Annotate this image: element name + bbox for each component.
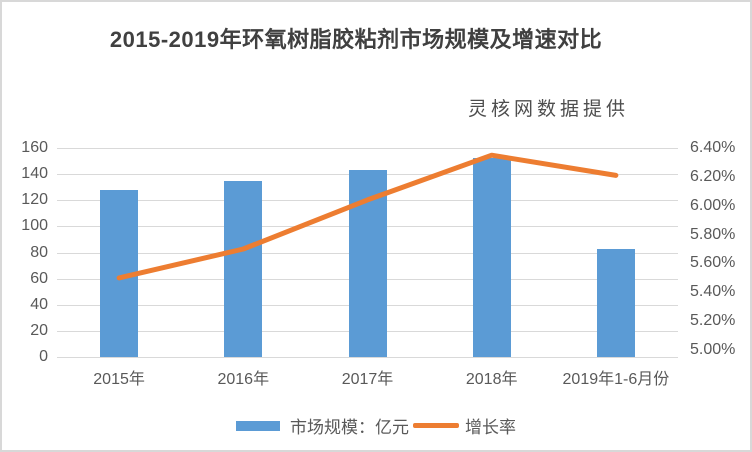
- legend-line-swatch: [413, 423, 459, 428]
- right-axis-tick: 6.40%: [690, 139, 736, 156]
- legend-bar-label: 市场规模：亿元: [290, 418, 409, 437]
- gridline: [57, 148, 678, 149]
- y-axis-tick: 160: [21, 139, 48, 156]
- legend: 市场规模：亿元 增长率: [2, 413, 750, 438]
- bar-2016年: [224, 180, 263, 357]
- x-axis-label: 2018年: [465, 371, 518, 388]
- bar-2018年: [472, 158, 511, 357]
- x-axis-label: 2016年: [217, 371, 270, 388]
- y-axis-tick: 140: [21, 165, 48, 183]
- right-axis-tick: 5.80%: [690, 225, 736, 243]
- y-axis-tick: 100: [21, 217, 48, 235]
- right-axis-tick: 6.20%: [690, 167, 736, 185]
- x-axis-label: 2019年1-6月份: [562, 371, 670, 388]
- right-axis-tick: 5.00%: [690, 341, 736, 358]
- right-axis-tick: 6.00%: [690, 196, 736, 214]
- y-axis-tick: 60: [30, 269, 48, 287]
- legend-line-label: 增长率: [465, 418, 516, 437]
- chart-title: 2015-2019年环氧树脂胶粘剂市场规模及增速对比: [109, 27, 603, 52]
- plot-area: [57, 148, 678, 358]
- bar-2019年1-6月份: [596, 248, 635, 357]
- y-axis-tick: 0: [39, 348, 48, 365]
- right-axis-tick: 5.20%: [690, 312, 736, 330]
- source-note: 灵核网数据提供: [468, 99, 630, 120]
- y-axis-tick: 120: [21, 191, 48, 209]
- gridline: [57, 357, 678, 358]
- growth-rate-polyline: [116, 152, 619, 281]
- x-axis-label: 2017年: [341, 371, 394, 388]
- legend-bar-swatch: [236, 420, 280, 431]
- growth-line: [116, 152, 619, 281]
- y-axis-tick: 20: [30, 321, 48, 339]
- y-axis-tick: 80: [30, 243, 48, 261]
- x-axis-label: 2015年: [93, 371, 145, 388]
- right-axis-tick: 5.40%: [690, 283, 736, 301]
- right-axis-tick: 5.60%: [690, 254, 736, 272]
- y-axis-tick: 40: [30, 295, 48, 313]
